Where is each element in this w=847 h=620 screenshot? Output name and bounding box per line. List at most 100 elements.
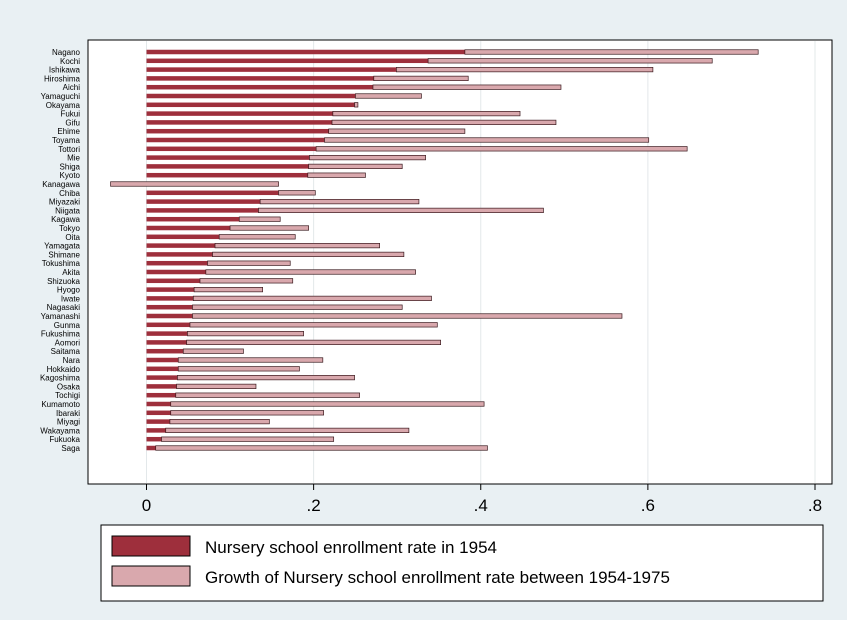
category-label: Shimane — [48, 250, 80, 259]
bar-growth-toyama — [324, 137, 650, 143]
category-label: Gunma — [54, 321, 81, 330]
bar-1954-tottori — [146, 146, 317, 152]
legend-label-growth: Growth of Nursery school enrollment rate… — [205, 568, 670, 587]
bar-1954-mie — [146, 155, 310, 160]
bar-1954-okayama — [146, 102, 355, 108]
category-label: Shiga — [60, 162, 81, 171]
legend-swatch-growth — [111, 565, 191, 587]
bar-growth-oita — [218, 234, 296, 240]
bar-growth-ibaraki — [170, 410, 325, 416]
category-label: Aomori — [55, 338, 81, 347]
bar-growth-mie — [309, 155, 426, 161]
bar-growth-fukui — [332, 110, 521, 117]
x-axis: 0 .2 .4 .6 .8 — [88, 483, 832, 515]
bar-1954-hokkaido — [146, 366, 179, 372]
bar-growth-tottori — [315, 146, 688, 152]
bar-1954-hiroshima — [146, 76, 374, 81]
bar-growth-ehime — [328, 128, 466, 134]
bar-1954-miyazaki — [146, 199, 261, 204]
bar-1954-niigata — [146, 208, 259, 213]
bar-growth-kanagawa — [110, 181, 279, 187]
bar-1954-ishikawa — [146, 67, 397, 72]
bar-growth-fukushima — [187, 331, 304, 337]
bar-growth-nagano — [464, 49, 759, 55]
bar-growth-chiba — [278, 190, 316, 196]
bar-growth-kochi — [427, 58, 713, 64]
bar-growth-shimane — [212, 251, 405, 257]
bar-growth-hyogo — [193, 287, 264, 293]
category-label: Kyoto — [60, 171, 81, 180]
bar-growth-yamagata — [214, 243, 380, 249]
category-label: Tokushima — [42, 259, 81, 268]
category-label: Saga — [61, 444, 80, 453]
category-label: Shizuoka — [47, 277, 80, 286]
bar-growth-gifu — [331, 119, 557, 126]
bar-growth-okayama — [354, 102, 359, 108]
category-label: Nagasaki — [47, 303, 81, 312]
bar-growth-wakayama — [165, 427, 410, 433]
bar-1954-tochigi — [146, 392, 176, 398]
bar-1954-iwate — [146, 296, 194, 301]
x-tick-label: 0 — [142, 496, 151, 515]
x-tick-label: .2 — [307, 496, 321, 515]
x-tick-label: .8 — [808, 496, 822, 515]
bar-1954-osaka — [146, 384, 177, 389]
bar-growth-kyoto — [307, 172, 366, 178]
bar-growth-yamanashi — [192, 313, 623, 319]
category-label: Aichi — [63, 83, 81, 92]
bar-growth-tokyo — [229, 225, 309, 231]
category-label: Miyagi — [57, 418, 80, 427]
category-label: Yamaguchi — [41, 92, 81, 101]
bar-growth-ishikawa — [396, 66, 654, 73]
category-label: Kochi — [60, 57, 80, 66]
bar-1954-fukui — [146, 111, 333, 116]
category-label: Tottori — [58, 145, 80, 154]
bar-1954-akita — [146, 269, 206, 275]
category-label: Toyama — [52, 136, 81, 145]
bar-1954-kochi — [146, 58, 429, 64]
bar-growth-kagawa — [238, 216, 281, 222]
bar-1954-ehime — [146, 128, 329, 134]
bar-1954-ibaraki — [146, 410, 171, 416]
category-label: Fukui — [60, 110, 80, 119]
bar-1954-kagoshima — [146, 375, 178, 380]
bar-growth-tokushima — [207, 260, 291, 266]
category-label: Yamanashi — [41, 312, 81, 321]
category-label: Gifu — [65, 118, 80, 127]
bar-1954-shiga — [146, 164, 309, 169]
bar-1954-aichi — [146, 84, 373, 90]
bar-layer — [110, 49, 759, 451]
bar-1954-tokushima — [146, 260, 208, 266]
category-label: Kagawa — [51, 215, 80, 224]
category-label: Ishikawa — [49, 66, 81, 75]
category-label: Saitama — [51, 347, 81, 356]
bar-1954-nagasaki — [146, 304, 193, 310]
bar-growth-nara — [177, 357, 324, 363]
x-tick-label: .4 — [474, 496, 488, 515]
bar-1954-aomori — [146, 340, 187, 345]
category-label: Hiroshima — [44, 74, 81, 83]
bar-growth-tochigi — [175, 392, 360, 398]
category-label: Tokyo — [59, 224, 80, 233]
bar-1954-nagano — [146, 49, 465, 55]
bar-growth-yamaguchi — [355, 93, 422, 99]
bar-growth-hokkaido — [177, 366, 300, 372]
category-labels: NaganoKochiIshikawaHiroshimaAichiYamaguc… — [40, 48, 81, 453]
bar-1954-miyagi — [146, 419, 170, 424]
bar-1954-kumamoto — [146, 401, 171, 407]
bar-growth-niigata — [258, 207, 544, 213]
bar-growth-nagasaki — [192, 304, 403, 310]
bar-growth-aomori — [186, 339, 441, 345]
bar-1954-saga — [146, 445, 156, 451]
bar-growth-gunma — [189, 322, 438, 328]
category-label: Kagoshima — [40, 374, 81, 383]
bar-1954-nara — [146, 357, 179, 363]
category-label: Mie — [67, 154, 80, 163]
bar-growth-shiga — [308, 163, 403, 169]
category-label: Wakayama — [40, 426, 80, 435]
bar-growth-kagoshima — [177, 375, 355, 381]
category-label: Iwate — [61, 294, 81, 303]
bar-growth-miyagi — [169, 419, 270, 425]
bar-1954-oita — [146, 234, 220, 240]
